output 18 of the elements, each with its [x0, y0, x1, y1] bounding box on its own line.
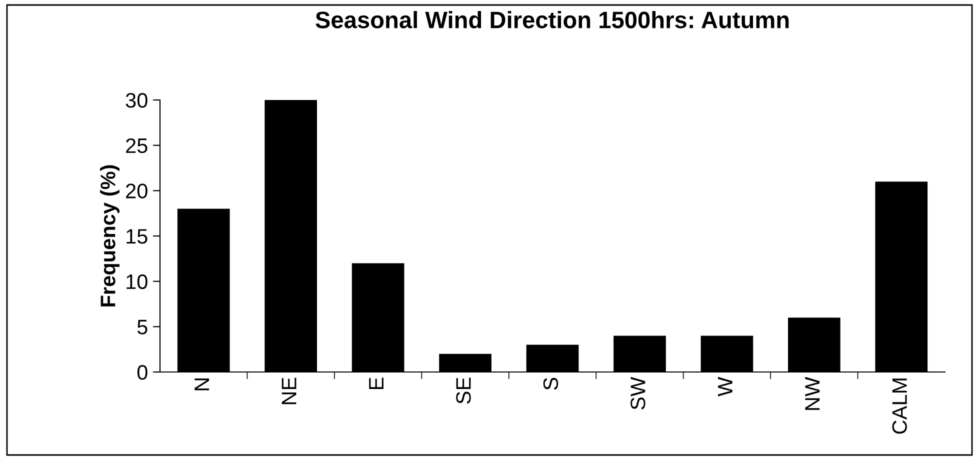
- x-tick-label: SW: [630, 376, 646, 410]
- y-tick-label: 30: [126, 93, 148, 108]
- y-tick-label: 20: [126, 184, 148, 198]
- chart-title: Seasonal Wind Direction 1500hrs: Autumn: [316, 10, 789, 28]
- x-tick-label: CALM: [892, 378, 907, 434]
- y-tick-label: 15: [126, 229, 148, 244]
- x-tick-label: W: [718, 376, 732, 396]
- x-tick-label: S: [543, 378, 558, 390]
- y-tick-label: 25: [126, 138, 148, 154]
- y-axis-title: Frequency (%): [100, 165, 120, 306]
- x-tick-label: NW: [805, 376, 820, 410]
- y-tick-label: 0: [137, 365, 148, 380]
- x-tick-label: SE: [456, 378, 471, 404]
- x-tick-label: E: [369, 378, 384, 390]
- x-tick-label: NE: [282, 378, 296, 404]
- y-tick-label: 5: [137, 320, 148, 334]
- y-tick-label: 10: [126, 274, 148, 290]
- x-tick-label: N: [194, 378, 209, 390]
